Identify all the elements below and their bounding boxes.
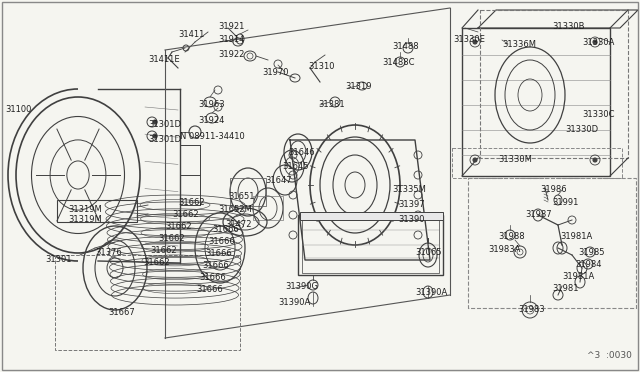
Text: 31381: 31381 xyxy=(318,100,344,109)
Text: 31667: 31667 xyxy=(108,308,135,317)
Text: 31330E: 31330E xyxy=(453,35,485,44)
Text: 31330C: 31330C xyxy=(582,110,614,119)
Text: 31986: 31986 xyxy=(540,185,566,194)
Bar xyxy=(468,178,636,308)
Ellipse shape xyxy=(593,158,597,162)
Text: 31411: 31411 xyxy=(178,30,204,39)
Text: 31301: 31301 xyxy=(45,255,72,264)
Bar xyxy=(300,212,443,220)
Text: 31488: 31488 xyxy=(392,42,419,51)
Text: 31662: 31662 xyxy=(158,234,184,243)
Text: 31983A: 31983A xyxy=(488,245,520,254)
Text: 31301D: 31301D xyxy=(148,135,181,144)
Text: 31981: 31981 xyxy=(552,284,579,293)
Text: 31397: 31397 xyxy=(398,200,424,209)
Text: 31065: 31065 xyxy=(415,248,442,257)
Text: 31301D: 31301D xyxy=(148,120,181,129)
Text: 31991: 31991 xyxy=(552,198,579,207)
Text: 31647: 31647 xyxy=(265,176,292,185)
Text: 31645: 31645 xyxy=(282,162,308,171)
Text: 31651: 31651 xyxy=(228,192,255,201)
Text: 31646: 31646 xyxy=(288,148,315,157)
Text: 31336M: 31336M xyxy=(502,40,536,49)
Bar xyxy=(55,255,240,350)
Text: 31921: 31921 xyxy=(218,22,244,31)
Bar xyxy=(298,215,443,275)
Text: 31987: 31987 xyxy=(525,210,552,219)
Text: 31310: 31310 xyxy=(308,62,335,71)
Text: 31330D: 31330D xyxy=(565,125,598,134)
Ellipse shape xyxy=(153,134,157,138)
Text: 31914: 31914 xyxy=(218,35,244,44)
Text: 31666: 31666 xyxy=(205,249,232,258)
Text: 31319M: 31319M xyxy=(68,205,102,214)
Text: 31666: 31666 xyxy=(202,261,228,270)
Text: 31662: 31662 xyxy=(172,210,198,219)
Text: 31666: 31666 xyxy=(208,237,235,246)
Bar xyxy=(57,200,137,222)
Text: 31100: 31100 xyxy=(5,105,31,114)
Text: 31390: 31390 xyxy=(398,215,424,224)
Bar xyxy=(462,28,610,176)
Ellipse shape xyxy=(473,158,477,162)
Text: 31666: 31666 xyxy=(196,285,223,294)
Text: 31981A: 31981A xyxy=(560,232,592,241)
Bar xyxy=(302,218,439,273)
Ellipse shape xyxy=(473,40,477,44)
Text: 31666: 31666 xyxy=(199,273,226,282)
Text: 31963: 31963 xyxy=(198,100,225,109)
Text: 31390A: 31390A xyxy=(278,298,310,307)
Bar xyxy=(230,178,266,206)
Text: 31488C: 31488C xyxy=(382,58,415,67)
Text: 31662: 31662 xyxy=(150,246,177,255)
Text: N 08911-34410: N 08911-34410 xyxy=(180,132,244,141)
Text: 31924: 31924 xyxy=(198,116,225,125)
Text: 31662: 31662 xyxy=(165,222,191,231)
Text: 31390A: 31390A xyxy=(415,288,447,297)
Bar xyxy=(253,196,283,220)
Ellipse shape xyxy=(153,120,157,124)
Text: 31985: 31985 xyxy=(578,248,605,257)
Text: 31390G: 31390G xyxy=(285,282,318,291)
Bar xyxy=(452,148,622,178)
Text: 31330B: 31330B xyxy=(552,22,584,31)
Ellipse shape xyxy=(593,40,597,44)
Text: 31922: 31922 xyxy=(218,50,244,59)
Text: 31988: 31988 xyxy=(498,232,525,241)
Text: 31330M: 31330M xyxy=(498,155,532,164)
Text: 31411E: 31411E xyxy=(148,55,180,64)
Bar xyxy=(480,10,628,158)
Text: 31662: 31662 xyxy=(143,258,170,267)
Text: 31335M: 31335M xyxy=(392,185,426,194)
Text: 31666: 31666 xyxy=(212,225,239,234)
Text: 31472: 31472 xyxy=(225,220,252,229)
Text: 31970: 31970 xyxy=(262,68,289,77)
Text: 31376: 31376 xyxy=(95,248,122,257)
Text: 31662: 31662 xyxy=(178,198,205,207)
Text: 31984: 31984 xyxy=(575,260,602,269)
Text: 31319: 31319 xyxy=(345,82,371,91)
Text: 31981A: 31981A xyxy=(562,272,595,281)
Text: ^3  :0030: ^3 :0030 xyxy=(587,351,632,360)
Text: 31983: 31983 xyxy=(518,305,545,314)
Text: 31319M: 31319M xyxy=(68,215,102,224)
Text: 31652M: 31652M xyxy=(218,205,252,214)
Text: 31330A: 31330A xyxy=(582,38,614,47)
